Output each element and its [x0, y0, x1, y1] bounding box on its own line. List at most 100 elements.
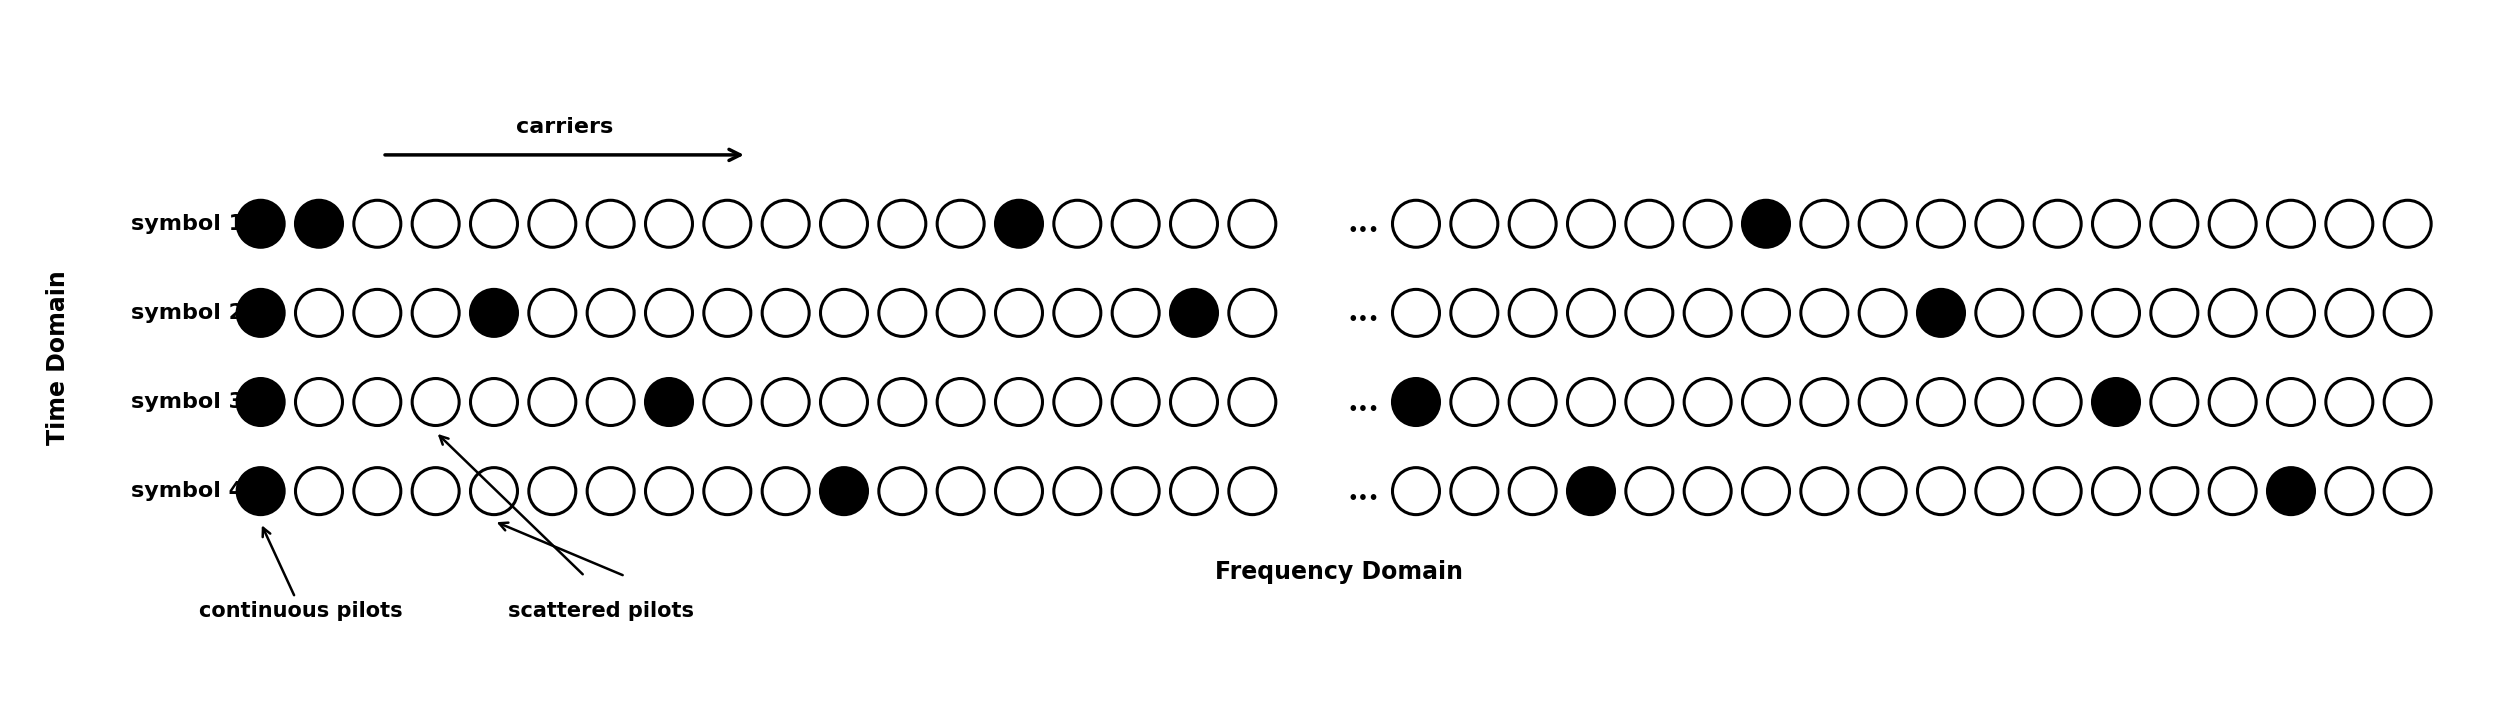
Circle shape — [413, 379, 458, 426]
Circle shape — [2325, 289, 2373, 336]
Circle shape — [878, 200, 926, 247]
Circle shape — [2325, 468, 2373, 515]
Circle shape — [2151, 200, 2199, 247]
Circle shape — [1054, 468, 1102, 515]
Circle shape — [704, 468, 750, 515]
Circle shape — [878, 468, 926, 515]
Circle shape — [1801, 200, 1847, 247]
Circle shape — [1170, 379, 1218, 426]
Circle shape — [586, 289, 634, 336]
Circle shape — [936, 200, 984, 247]
Circle shape — [1975, 289, 2023, 336]
Circle shape — [1510, 200, 1557, 247]
Circle shape — [1744, 200, 1789, 247]
Circle shape — [878, 289, 926, 336]
Text: scattered pilots: scattered pilots — [508, 601, 694, 620]
Circle shape — [2093, 200, 2139, 247]
Circle shape — [820, 200, 868, 247]
Circle shape — [355, 468, 400, 515]
Circle shape — [1112, 379, 1160, 426]
Circle shape — [2267, 468, 2315, 515]
Circle shape — [586, 468, 634, 515]
Circle shape — [1567, 200, 1615, 247]
Circle shape — [996, 468, 1042, 515]
Circle shape — [1452, 289, 1497, 336]
Circle shape — [1625, 200, 1673, 247]
Circle shape — [1917, 468, 1965, 515]
Text: symbol 1: symbol 1 — [131, 214, 244, 234]
Circle shape — [528, 200, 576, 247]
Circle shape — [1683, 379, 1731, 426]
Circle shape — [413, 468, 458, 515]
Circle shape — [1975, 468, 2023, 515]
Circle shape — [936, 379, 984, 426]
Circle shape — [2325, 379, 2373, 426]
Circle shape — [1112, 468, 1160, 515]
Circle shape — [294, 200, 342, 247]
Text: Frequency Domain: Frequency Domain — [1215, 560, 1462, 584]
Circle shape — [1975, 379, 2023, 426]
Circle shape — [2033, 379, 2081, 426]
Circle shape — [1744, 468, 1789, 515]
Text: ...: ... — [1349, 297, 1379, 328]
Circle shape — [1452, 200, 1497, 247]
Circle shape — [237, 200, 284, 247]
Circle shape — [1452, 379, 1497, 426]
Circle shape — [1801, 289, 1847, 336]
Circle shape — [1228, 468, 1276, 515]
Text: carriers: carriers — [516, 117, 614, 137]
Circle shape — [1170, 200, 1218, 247]
Circle shape — [1859, 379, 1907, 426]
Circle shape — [647, 468, 692, 515]
Circle shape — [2209, 289, 2257, 336]
Circle shape — [762, 379, 810, 426]
Circle shape — [2093, 289, 2139, 336]
Circle shape — [1567, 379, 1615, 426]
Circle shape — [294, 289, 342, 336]
Circle shape — [647, 379, 692, 426]
Circle shape — [878, 379, 926, 426]
Circle shape — [1228, 289, 1276, 336]
Circle shape — [1625, 289, 1673, 336]
Circle shape — [2267, 200, 2315, 247]
Circle shape — [528, 468, 576, 515]
Circle shape — [1391, 379, 1439, 426]
Circle shape — [762, 468, 810, 515]
Circle shape — [294, 379, 342, 426]
Circle shape — [1391, 200, 1439, 247]
Circle shape — [1801, 379, 1847, 426]
Circle shape — [528, 379, 576, 426]
Circle shape — [1917, 200, 1965, 247]
Circle shape — [820, 289, 868, 336]
Circle shape — [996, 379, 1042, 426]
Circle shape — [2325, 200, 2373, 247]
Circle shape — [704, 379, 750, 426]
Circle shape — [2209, 468, 2257, 515]
Circle shape — [762, 200, 810, 247]
Circle shape — [936, 468, 984, 515]
Circle shape — [1859, 289, 1907, 336]
Circle shape — [586, 379, 634, 426]
Text: ...: ... — [1349, 208, 1379, 239]
Circle shape — [2385, 289, 2430, 336]
Circle shape — [1801, 468, 1847, 515]
Circle shape — [936, 289, 984, 336]
Circle shape — [470, 468, 518, 515]
Circle shape — [1567, 289, 1615, 336]
Circle shape — [2267, 379, 2315, 426]
Circle shape — [294, 468, 342, 515]
Text: symbol 4: symbol 4 — [131, 481, 244, 501]
Circle shape — [1391, 289, 1439, 336]
Text: Time Domain: Time Domain — [45, 270, 70, 445]
Circle shape — [237, 289, 284, 336]
Circle shape — [1917, 289, 1965, 336]
Circle shape — [470, 289, 518, 336]
Circle shape — [2385, 379, 2430, 426]
Circle shape — [2093, 468, 2139, 515]
Circle shape — [2033, 468, 2081, 515]
Circle shape — [1391, 468, 1439, 515]
Circle shape — [996, 289, 1042, 336]
Circle shape — [413, 200, 458, 247]
Circle shape — [820, 468, 868, 515]
Circle shape — [2093, 379, 2139, 426]
